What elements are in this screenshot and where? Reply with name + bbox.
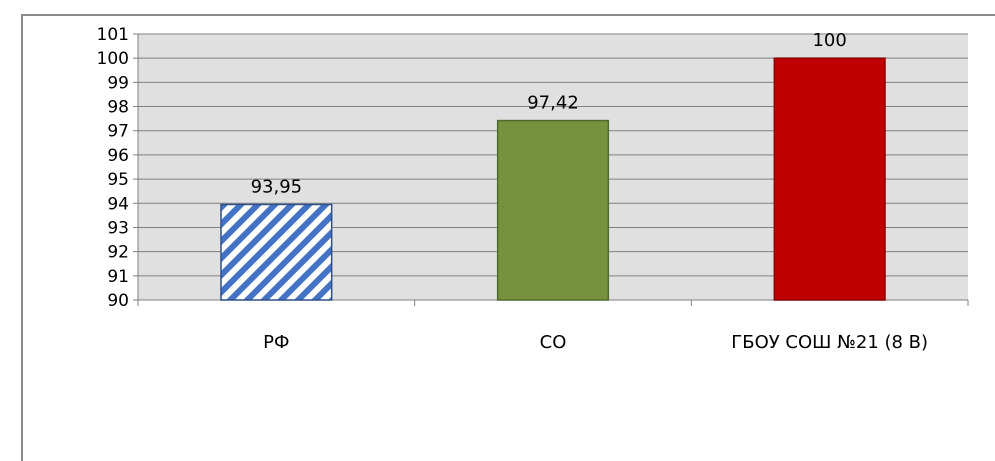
bar — [496, 119, 610, 301]
data-label: 93,95 — [251, 176, 303, 197]
bars — [220, 57, 886, 301]
y-tick-label: 91 — [107, 267, 129, 287]
y-tick-label: 99 — [107, 73, 129, 93]
y-tick-label: 101 — [97, 25, 129, 45]
y-tick-label: 93 — [107, 218, 129, 238]
data-label: 97,42 — [527, 93, 579, 114]
chart-frame — [21, 14, 995, 461]
y-tick-label: 96 — [107, 146, 129, 166]
bar — [220, 203, 333, 301]
category-label: РФ — [263, 332, 289, 353]
category-label: ГБОУ СОШ №21 (8 В) — [731, 332, 928, 353]
data-labels: 93,95 97,42 100 — [251, 30, 847, 197]
y-tick-label: 90 — [107, 291, 129, 311]
y-tick-label: 100 — [97, 49, 129, 69]
y-tick-label: 98 — [107, 98, 129, 118]
x-axis: РФ СО ГБОУ СОШ №21 (8 В) — [137, 299, 969, 353]
y-tick-label: 94 — [107, 194, 129, 214]
category-label: СО — [540, 332, 567, 353]
y-axis: 90 91 92 93 94 95 96 97 98 99 100 101 — [97, 25, 139, 311]
y-tick-label: 92 — [107, 243, 129, 263]
y-tick-label: 95 — [107, 170, 129, 190]
data-label: 100 — [812, 30, 846, 51]
y-tick-label: 97 — [107, 122, 129, 142]
bar — [773, 57, 886, 301]
